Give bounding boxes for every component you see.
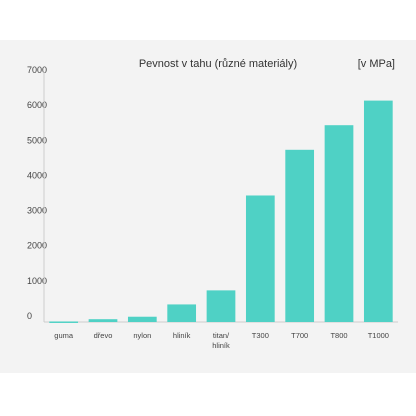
chart-title: Pevnost v tahu (různé materiály) [139,58,297,70]
x-tick-label: dřevo [94,331,113,340]
y-tick-label: 4000 [27,170,47,180]
x-tick-label: T800 [330,331,347,340]
x-tick-label: T1000 [368,331,389,340]
y-tick-label: 0 [27,311,32,321]
y-tick-label: 1000 [27,276,47,286]
x-tick-label: T300 [252,331,269,340]
x-axis-labels: guma dřevo nylon hliník titan/hliník T300 T700… [54,331,389,350]
unit-label: [v MPa] [358,58,395,70]
bar [245,195,275,322]
bars [49,100,393,323]
y-tick-label: 2000 [27,241,47,251]
bar [363,100,393,322]
y-tick-label: 3000 [27,206,47,216]
bar [49,321,79,323]
bar [285,149,315,322]
y-tick-label: 7000 [27,65,47,75]
bar [206,290,236,322]
x-tick-label: hliník [173,331,191,340]
bar [324,125,354,322]
y-axis-ticks: 0 1000 2000 3000 4000 5000 6000 7000 [27,65,47,321]
x-tick-label: T700 [291,331,308,340]
y-tick-label: 6000 [27,100,47,110]
y-tick-label: 5000 [27,135,47,145]
bar [127,316,157,322]
x-tick-label: titan/hliník [212,331,230,350]
bar [88,319,118,322]
x-tick-label: guma [54,331,74,340]
bar [167,304,197,322]
x-tick-label: nylon [133,331,151,340]
